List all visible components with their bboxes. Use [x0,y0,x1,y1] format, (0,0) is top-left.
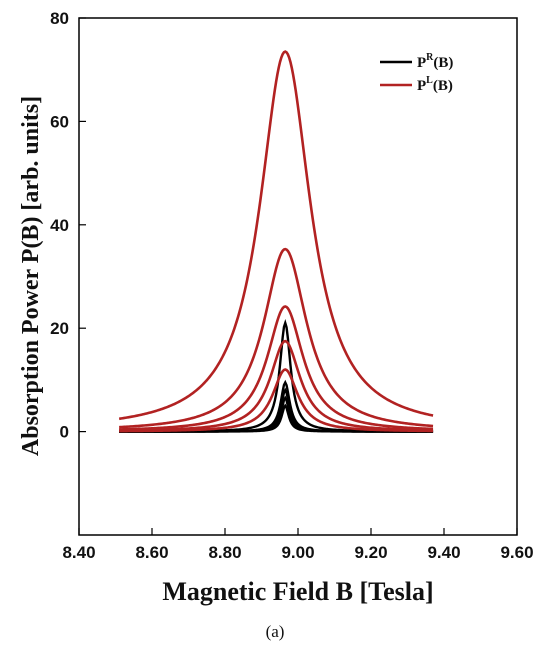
y-tick-label: 20 [50,319,69,338]
figure-caption: (a) [265,622,285,641]
axis-ticks: 8.40 8.60 8.80 9.00 9.20 9.40 9.60 0 20 40 60 80 [50,9,533,562]
x-tick-label: 9.60 [500,543,533,562]
y-tick-label: 80 [50,9,69,28]
y-axis-title: Absorption Power P(B) [arb. units] [18,96,44,456]
legend-label-pr: PR(B) [417,52,453,71]
x-tick-label: 8.60 [135,543,168,562]
curve-pl-5 [119,368,434,433]
y-tick-label: 40 [50,216,69,235]
curve-pl-2 [119,247,434,429]
chart-curves [118,50,434,433]
plot-frame [78,17,518,536]
x-tick-label: 8.40 [62,543,95,562]
curve-pl-1 [118,50,434,421]
legend: PR(B) PL(B) [380,52,453,94]
curve-pr-1 [119,319,434,433]
x-tick-label: 9.40 [427,543,460,562]
x-tick-label: 9.20 [354,543,387,562]
curve-pl-3 [119,305,434,431]
x-axis-title: Magnetic Field B [Tesla] [162,577,433,606]
legend-label-pl: PL(B) [417,75,453,94]
y-tick-label: 0 [60,423,69,442]
x-tick-label: 9.00 [281,543,314,562]
chart: 8.40 8.60 8.80 9.00 9.20 9.40 9.60 0 20 40 60 80 PR… [18,9,534,606]
x-tick-label: 8.80 [208,543,241,562]
y-tick-label: 60 [50,112,69,131]
